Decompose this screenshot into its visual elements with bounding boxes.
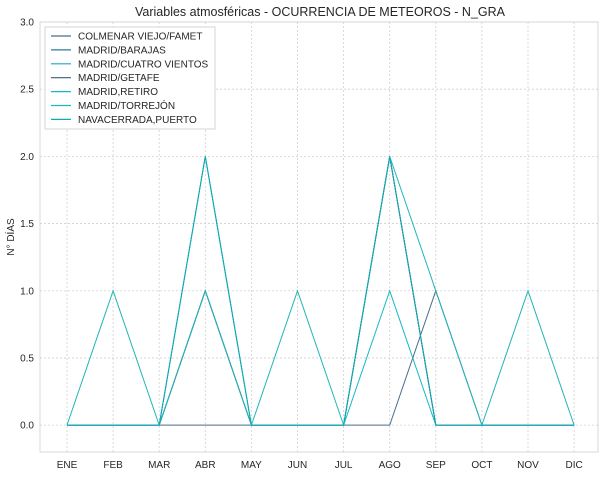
- x-tick-label: JUN: [288, 460, 307, 471]
- y-axis-label: N° DÍAS: [4, 218, 17, 256]
- x-tick-label: SEP: [426, 460, 446, 471]
- y-axis: 0.0 0.5 1.0 1.5 2.0 2.5 3.0: [20, 18, 34, 432]
- legend-label: NAVACERRADA,PUERTO: [78, 115, 197, 126]
- x-tick-label: OCT: [471, 460, 492, 471]
- legend-label: MADRID/GETAFE: [78, 73, 160, 84]
- x-tick-label: FEB: [103, 460, 123, 471]
- y-tick-label: 1.5: [20, 219, 34, 230]
- legend-label: COLMENAR VIEJO/FAMET: [78, 32, 202, 43]
- legend-label: MADRID/BARAJAS: [78, 45, 166, 56]
- y-tick-label: 0.5: [20, 353, 34, 364]
- x-tick-label: ENE: [57, 460, 78, 471]
- y-tick-label: 2.0: [20, 152, 34, 163]
- x-tick-label: NOV: [517, 460, 539, 471]
- x-tick-label: JUL: [335, 460, 353, 471]
- series-group: [66, 156, 575, 427]
- series-line: [67, 156, 575, 426]
- y-tick-label: 3.0: [20, 18, 34, 29]
- y-tick-label: 2.5: [20, 85, 34, 96]
- legend-box: [44, 26, 216, 130]
- legend-label: MADRID,RETIRO: [78, 87, 158, 98]
- x-tick-label: DIC: [565, 460, 582, 471]
- chart-title: Variables atmosféricas - OCURRENCIA DE M…: [135, 5, 506, 19]
- legend-label: MADRID/CUATRO VIENTOS: [78, 59, 209, 70]
- series-line: [66, 156, 575, 427]
- legend-label: MADRID/TORREJÓN: [78, 99, 175, 112]
- x-tick-label: AGO: [379, 460, 401, 471]
- legend: COLMENAR VIEJO/FAMET MADRID/BARAJAS MADRID…: [44, 26, 216, 130]
- y-tick-label: 1.0: [20, 286, 34, 297]
- x-axis: ENE FEB MAR ABR MAY JUN JUL AGO SEP OCT NOV DIC: [57, 460, 583, 471]
- x-tick-label: ABR: [195, 460, 216, 471]
- y-tick-label: 0.0: [20, 421, 34, 432]
- x-tick-label: MAR: [148, 460, 170, 471]
- x-tick-label: MAY: [241, 460, 262, 471]
